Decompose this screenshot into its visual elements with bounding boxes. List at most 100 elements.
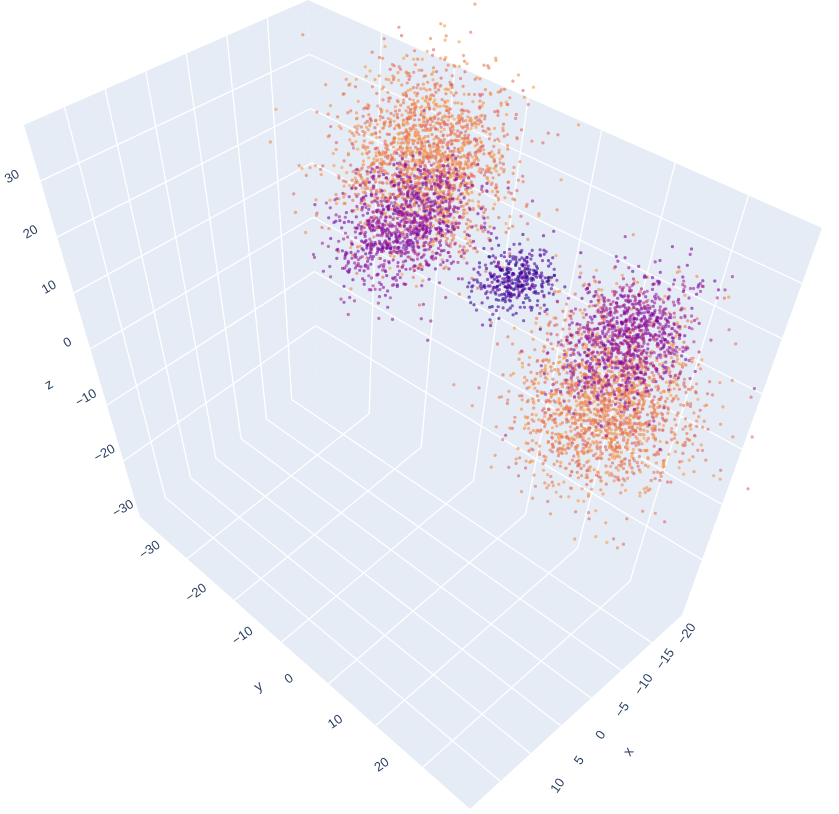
data-point — [404, 128, 408, 132]
data-point — [425, 226, 429, 230]
data-point — [633, 429, 637, 433]
data-point — [484, 170, 488, 174]
data-point — [347, 219, 351, 224]
data-point — [449, 91, 453, 95]
data-point — [538, 452, 542, 457]
data-point — [411, 221, 415, 225]
data-point — [561, 327, 565, 331]
data-point — [336, 115, 340, 119]
data-point — [415, 221, 419, 225]
data-point — [718, 381, 722, 385]
data-point — [521, 180, 525, 184]
data-point — [412, 245, 416, 249]
data-point — [433, 103, 437, 107]
data-point — [378, 114, 382, 118]
data-point — [427, 247, 431, 251]
data-point — [618, 423, 622, 428]
data-point — [342, 220, 346, 225]
data-point — [437, 88, 441, 92]
data-point — [446, 63, 450, 67]
data-point — [695, 292, 699, 296]
data-point — [566, 442, 570, 446]
data-point — [658, 311, 662, 315]
data-point — [510, 342, 515, 346]
data-point — [674, 394, 678, 398]
data-point — [422, 209, 426, 213]
data-point — [592, 468, 596, 472]
data-point — [360, 247, 364, 251]
data-point — [438, 178, 442, 182]
data-point — [430, 256, 434, 260]
data-point — [418, 159, 422, 163]
data-point — [670, 427, 674, 431]
data-point — [405, 169, 409, 174]
data-point — [561, 382, 565, 386]
data-point — [599, 419, 603, 423]
data-point — [398, 241, 402, 245]
data-point — [415, 86, 419, 90]
data-point — [386, 154, 390, 158]
data-point — [374, 192, 378, 196]
data-point — [429, 126, 433, 130]
data-point — [360, 166, 364, 170]
data-point — [421, 96, 425, 100]
data-point — [455, 210, 459, 214]
data-point — [518, 160, 522, 164]
data-point — [614, 443, 618, 447]
data-point — [430, 132, 434, 137]
data-point — [404, 149, 408, 153]
data-point — [652, 373, 656, 377]
data-point — [625, 517, 629, 521]
data-point — [354, 186, 358, 190]
data-point — [647, 375, 651, 379]
data-point — [404, 109, 408, 113]
data-point — [680, 354, 684, 358]
data-point — [400, 137, 404, 141]
data-point — [602, 392, 606, 396]
data-point — [461, 53, 466, 58]
data-point — [467, 176, 471, 180]
data-point — [364, 238, 368, 242]
data-point — [587, 408, 591, 412]
data-point — [369, 242, 373, 246]
data-point — [446, 250, 450, 255]
data-point — [654, 385, 658, 389]
data-point — [384, 231, 388, 235]
data-point — [413, 63, 417, 67]
data-point — [691, 455, 695, 459]
data-point — [483, 117, 487, 121]
data-point — [455, 172, 459, 176]
data-point — [408, 146, 412, 150]
data-point — [397, 78, 401, 82]
data-point — [392, 249, 396, 253]
data-point — [607, 396, 611, 401]
data-point — [367, 113, 371, 117]
data-point — [380, 87, 384, 91]
data-point — [409, 205, 413, 209]
data-point — [381, 160, 385, 165]
data-point — [444, 232, 448, 236]
data-point — [575, 426, 579, 430]
data-point — [390, 283, 395, 287]
data-point — [624, 416, 629, 420]
data-point — [423, 177, 427, 181]
data-point — [370, 215, 374, 219]
data-point — [609, 437, 613, 441]
data-point — [559, 460, 563, 465]
data-point — [637, 455, 642, 459]
data-point — [446, 118, 450, 122]
data-point — [366, 145, 370, 149]
data-point — [452, 132, 456, 136]
data-point — [427, 128, 431, 132]
data-point — [474, 224, 478, 228]
data-point — [573, 292, 577, 296]
data-point — [619, 450, 623, 454]
data-point — [478, 136, 482, 140]
data-point — [549, 369, 554, 373]
data-point — [328, 104, 333, 108]
data-point — [440, 206, 444, 210]
data-point — [541, 462, 545, 466]
data-point — [433, 127, 438, 131]
data-point — [484, 269, 488, 273]
